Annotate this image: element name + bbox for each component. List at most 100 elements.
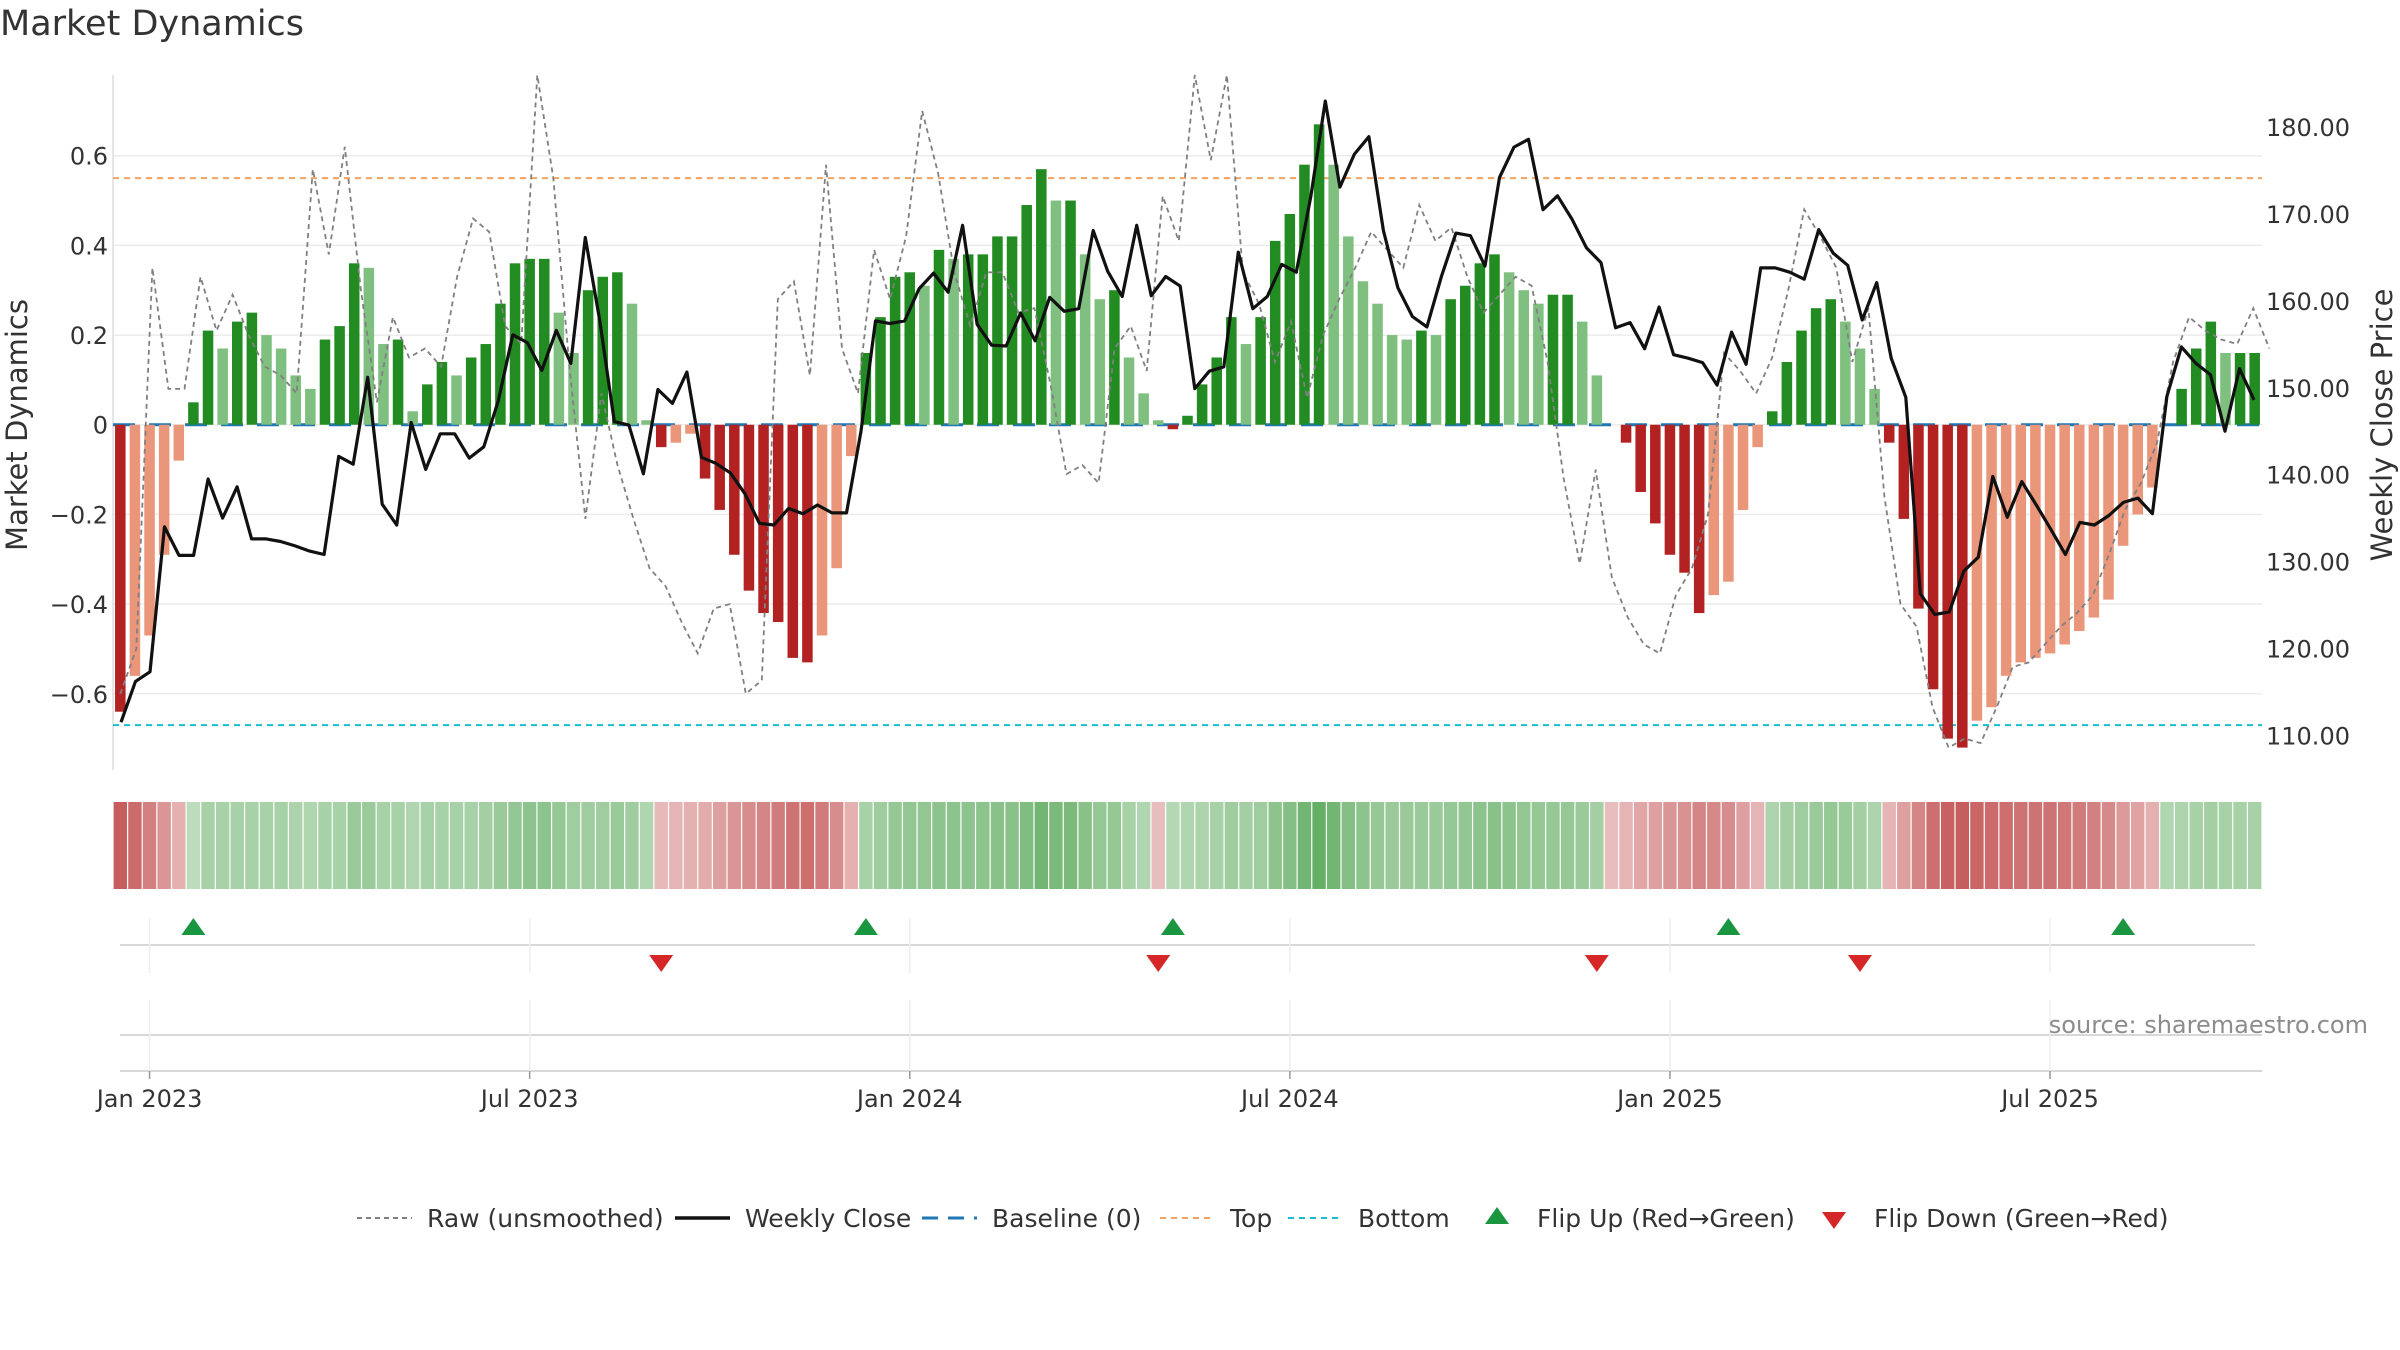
dynamics-bar — [1167, 424, 1179, 430]
dynamics-bar — [1591, 375, 1603, 425]
y-tick-label: 0.2 — [70, 322, 108, 350]
regime-cell — [976, 802, 990, 889]
legend-flip-up-swatch — [1485, 1207, 1509, 1224]
regime-cell — [932, 802, 946, 889]
regime-cell — [1370, 802, 1385, 889]
regime-cell — [1166, 802, 1180, 889]
regime-cell — [289, 802, 303, 889]
regime-cell — [990, 802, 1005, 889]
dynamics-bar — [2234, 353, 2246, 425]
regime-cell — [1780, 802, 1794, 889]
regime-cell — [1750, 802, 1765, 889]
dynamics-bar — [1796, 330, 1807, 425]
regime-cell — [888, 802, 902, 889]
regime-cell — [186, 802, 201, 889]
flip-down-marker — [649, 955, 674, 972]
regime-cell — [1487, 802, 1502, 889]
dynamics-bar — [1313, 124, 1325, 425]
legend-label: Flip Up (Red→Green) — [1537, 1204, 1795, 1233]
regime-cell — [1677, 802, 1692, 889]
dynamics-bar — [422, 384, 433, 425]
flip-down-marker — [1584, 955, 1609, 972]
raw-line — [119, 74, 2271, 749]
dynamics-bar — [2147, 424, 2158, 488]
regime-cell — [552, 802, 566, 889]
regime-cell — [727, 802, 742, 889]
regime-cell — [1224, 802, 1239, 889]
dynamics-bar — [202, 330, 214, 425]
regime-cell — [1136, 802, 1151, 889]
regime-cell — [859, 802, 873, 889]
dynamics-bar — [1036, 169, 1047, 425]
regime-cell — [2145, 802, 2160, 889]
dynamics-bar — [2103, 424, 2114, 600]
regime-cell — [142, 802, 157, 889]
y-tick-label: −0.2 — [50, 501, 108, 529]
reference-lines — [113, 177, 2262, 727]
regime-cell — [1955, 802, 1970, 889]
dynamics-bar — [568, 353, 579, 425]
regime-cell — [303, 802, 318, 889]
regime-cell — [1473, 802, 1487, 889]
dynamics-bar — [1269, 240, 1281, 425]
dynamics-bar — [2088, 424, 2100, 618]
dynamics-bar — [407, 411, 418, 425]
y2-tick-label: 140.00 — [2266, 462, 2350, 490]
dynamics-bar — [1196, 384, 1208, 425]
regime-cell — [230, 802, 244, 889]
dynamics-bar — [1942, 424, 1953, 739]
dynamics-bar — [1459, 285, 1471, 425]
regime-cell — [1560, 802, 1575, 889]
dynamics-bar — [626, 303, 638, 425]
regime-cell — [1312, 802, 1326, 889]
regime-cell — [1619, 802, 1633, 889]
regime-cell — [669, 802, 683, 889]
dynamics-bar — [948, 258, 959, 425]
dynamics-bar — [217, 348, 228, 425]
regime-cell — [1604, 802, 1619, 889]
dynamics-bar — [436, 361, 448, 425]
regime-cell — [800, 802, 815, 889]
dynamics-bar — [1752, 424, 1763, 448]
regime-cell — [1019, 802, 1034, 889]
regime-cell — [1210, 802, 1224, 889]
regime-cell — [786, 802, 800, 889]
regime-cell — [1546, 802, 1560, 889]
dynamics-bar — [992, 236, 1003, 425]
dynamics-bar — [1635, 424, 1646, 492]
regime-cell — [479, 802, 493, 889]
legend-label: Raw (unsmoothed) — [427, 1204, 664, 1233]
regime-cell — [274, 802, 288, 889]
dynamics-bar — [1708, 424, 1720, 596]
regime-cell — [698, 802, 712, 889]
regime-cell — [1385, 802, 1399, 889]
dynamics-bar — [933, 249, 945, 425]
regime-cell — [2131, 802, 2145, 889]
regime-cell — [1824, 802, 1838, 889]
regime-cell — [873, 802, 888, 889]
regime-cell — [903, 802, 917, 889]
dynamics-bar — [509, 263, 521, 425]
left-axis-ticks: −0.6 −0.4 −0.2 0 0.2 0.4 0.6 — [50, 143, 108, 709]
regime-cell — [1151, 802, 1165, 889]
regime-cell — [128, 802, 142, 889]
regime-cell — [2014, 802, 2028, 889]
regime-strip — [113, 802, 2262, 889]
dynamics-bar — [2249, 353, 2260, 425]
regime-cell — [318, 802, 332, 889]
dynamics-bar — [772, 424, 784, 623]
dynamics-bar — [305, 388, 316, 425]
dynamics-bar — [919, 285, 930, 425]
dynamics-bar — [290, 375, 302, 425]
dynamics-bar — [1401, 339, 1413, 425]
dynamics-bar — [1299, 164, 1310, 425]
regime-cell — [596, 802, 610, 889]
raw-series — [119, 74, 2271, 749]
regime-cell — [1926, 802, 1940, 889]
regime-cell — [2072, 802, 2086, 889]
dynamics-bar — [1079, 254, 1091, 425]
regime-cell — [347, 802, 361, 889]
regime-cell — [1122, 802, 1136, 889]
regime-cell — [1429, 802, 1443, 889]
x-tick-label: Jan 2024 — [855, 1085, 963, 1113]
